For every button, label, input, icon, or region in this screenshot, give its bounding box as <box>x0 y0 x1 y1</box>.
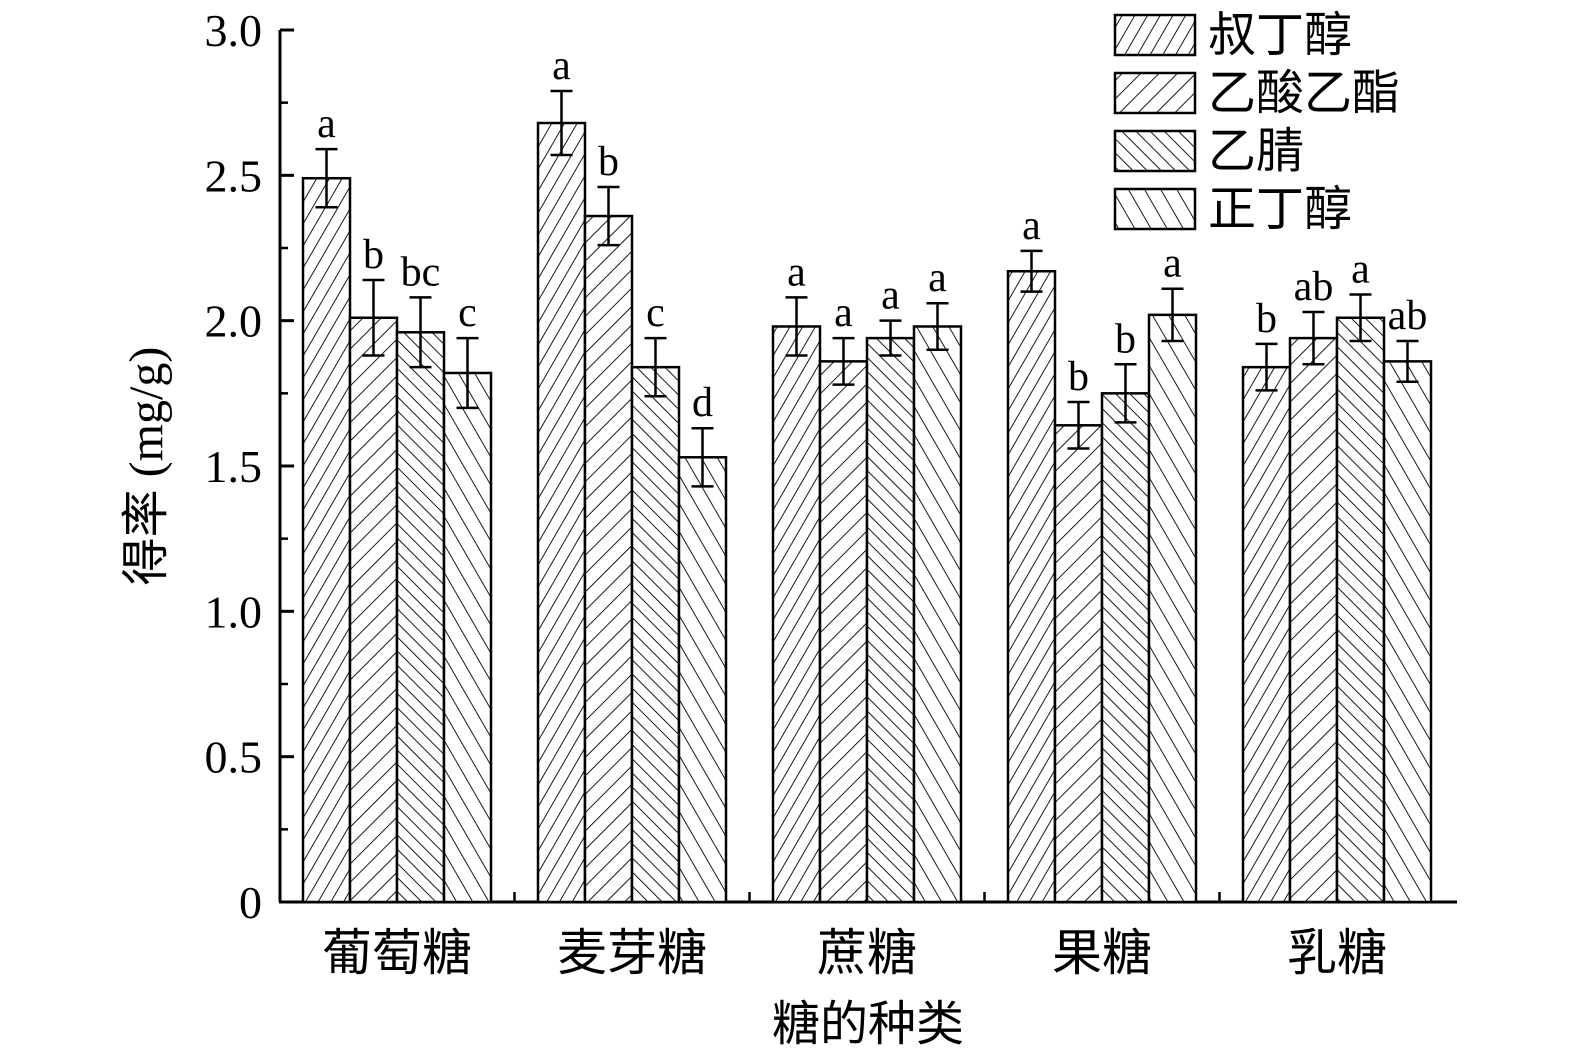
significance-letter: c <box>646 290 665 336</box>
bar <box>912 325 963 904</box>
bar <box>348 316 399 904</box>
significance-letter: b <box>598 139 619 185</box>
significance-letter: b <box>1256 296 1277 342</box>
legend-label: 乙腈 <box>1208 125 1304 178</box>
y-tick-label: 1.0 <box>205 586 263 637</box>
y-tick-label: 2.5 <box>205 150 263 201</box>
significance-letter: bc <box>401 249 441 295</box>
x-axis-title: 糖的种类 <box>772 998 964 1051</box>
legend-swatch <box>1113 187 1197 231</box>
significance-letter: a <box>787 249 806 295</box>
y-tick-label: 1.5 <box>205 441 263 492</box>
x-axis-ticks: 葡萄糖 麦芽糖 蔗糖 果糖 乳糖 <box>322 892 1387 981</box>
x-category-label: 蔗糖 <box>817 925 917 981</box>
bar <box>1147 313 1198 904</box>
significance-letter: a <box>834 290 853 336</box>
legend-swatch <box>1113 71 1197 115</box>
significance-letter: a <box>881 273 900 319</box>
y-axis-ticks: 0 0.5 1.0 1.5 2.0 2.5 3.0 <box>205 5 294 928</box>
bar <box>1100 392 1151 904</box>
bar-groups <box>301 121 1433 904</box>
bar <box>395 331 446 904</box>
significance-letter: a <box>1022 203 1041 249</box>
bar <box>771 325 822 904</box>
significance-letter: b <box>363 232 384 278</box>
x-category-label: 葡萄糖 <box>322 925 472 981</box>
legend-swatch <box>1113 13 1197 57</box>
significance-letter: a <box>552 43 571 89</box>
bar <box>677 456 728 904</box>
y-tick-label: 0.5 <box>205 732 263 783</box>
significance-letter: a <box>1163 241 1182 287</box>
significance-letter: ab <box>1294 264 1334 310</box>
bar <box>1241 365 1292 904</box>
significance-letter: b <box>1115 316 1136 362</box>
bar <box>865 336 916 904</box>
y-tick-label: 2.0 <box>205 296 263 347</box>
bar <box>630 365 681 904</box>
y-axis-title: 得率 (mg/g) <box>120 347 173 586</box>
error-bars <box>315 89 1419 488</box>
x-category-label: 麦芽糖 <box>557 925 707 981</box>
significance-letter: d <box>692 380 713 426</box>
legend-label: 正丁醇 <box>1208 183 1352 236</box>
legend-label: 叔丁醇 <box>1208 9 1352 62</box>
significance-letter: b <box>1068 354 1089 400</box>
bar <box>1335 316 1386 904</box>
y-tick-label: 0 <box>239 877 262 928</box>
bar <box>583 214 634 904</box>
significance-letter: a <box>317 101 336 147</box>
bar <box>1382 360 1433 904</box>
x-category-label: 乳糖 <box>1287 925 1387 981</box>
legend-label: 乙酸乙酯 <box>1208 67 1400 120</box>
bar <box>1288 336 1339 904</box>
significance-letter: a <box>1351 247 1370 293</box>
bar <box>1006 270 1057 904</box>
significance-letter: c <box>458 290 477 336</box>
legend-swatch <box>1113 129 1197 173</box>
bar <box>536 121 587 904</box>
significance-letter: a <box>928 255 947 301</box>
y-tick-label: 3.0 <box>205 5 263 56</box>
bar <box>301 176 352 904</box>
significance-letter: ab <box>1388 293 1428 339</box>
bar <box>442 371 493 904</box>
bar <box>1053 424 1104 904</box>
x-category-label: 果糖 <box>1052 925 1152 981</box>
bar <box>818 360 869 904</box>
